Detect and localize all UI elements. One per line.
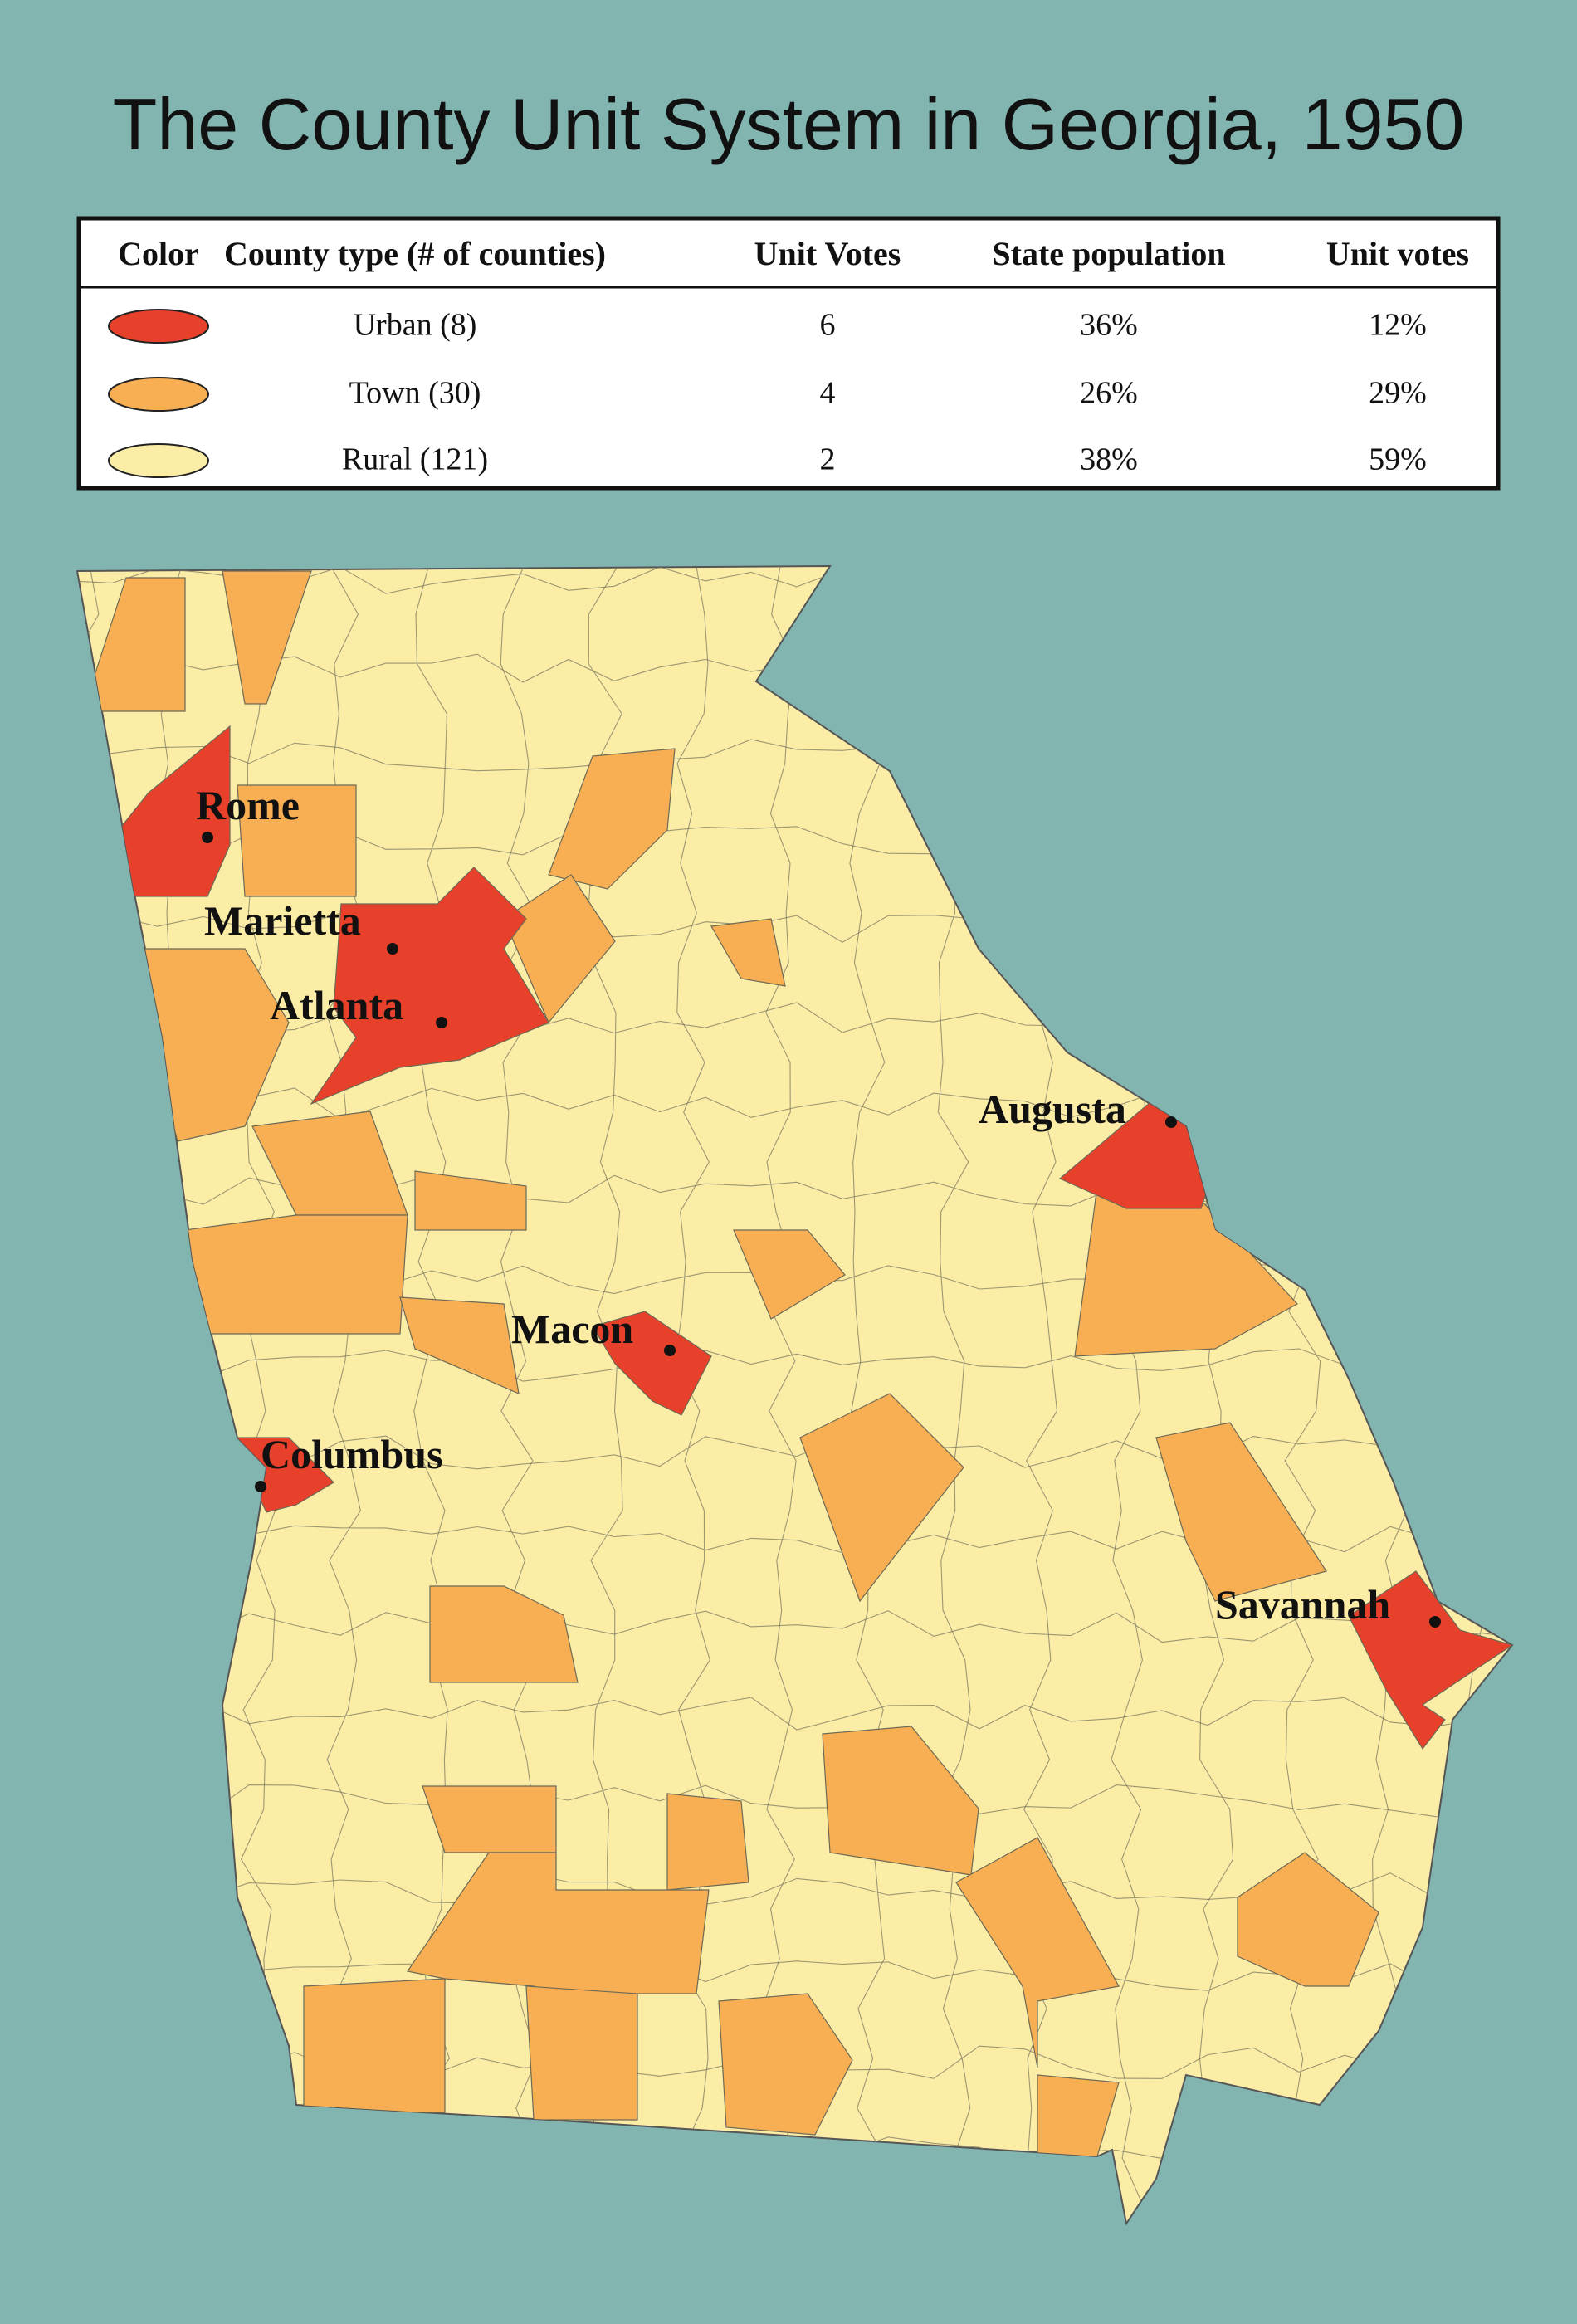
county-line [77, 2219, 1512, 2224]
county-line [77, 1697, 1512, 1731]
town-county [222, 570, 312, 705]
table-header: County type (# of counties) [224, 235, 606, 272]
city-dot [664, 1345, 676, 1356]
city-dot [387, 943, 398, 954]
city-labels: Rome Marietta Atlanta Augusta Macon Colu… [196, 782, 1390, 1628]
table-border [76, 216, 1501, 491]
city-label: Savannah [1215, 1581, 1390, 1628]
town-county [303, 1978, 446, 2113]
county-line [413, 566, 451, 2209]
town-county [399, 1296, 520, 1394]
county-line [77, 566, 100, 2209]
legend-table: Color County type (# of counties) Unit Vot… [76, 216, 1501, 491]
county-line [77, 1609, 1512, 1643]
table-cell: 36% [1080, 308, 1138, 343]
county-line [1458, 566, 1496, 2209]
urban-county [310, 867, 549, 1106]
county-line [77, 2132, 1512, 2164]
table-header: Color [118, 235, 199, 272]
table-cell: Town (30) [349, 376, 481, 411]
town-county [406, 1852, 710, 1994]
town-county [1037, 2074, 1120, 2157]
city-dot [255, 1481, 266, 1492]
town-county [733, 1229, 846, 1320]
town-county [503, 874, 616, 1024]
town-county [822, 1726, 979, 1876]
city-dot [436, 1017, 447, 1028]
county-line [761, 566, 797, 2209]
town-county [414, 1170, 527, 1231]
table-cell: 6 [820, 308, 836, 343]
city-label: Columbus [261, 1431, 443, 1477]
town-county [1155, 1422, 1327, 1602]
urban-county [592, 1311, 712, 1416]
county-line [849, 566, 886, 2209]
table-cell: 29% [1369, 376, 1427, 411]
city-markers [202, 832, 1441, 1628]
county-line [77, 1435, 1512, 1470]
town-county [82, 577, 186, 712]
county-line [77, 1784, 1512, 1819]
color-swatch [108, 443, 209, 478]
city-label: Rome [196, 782, 300, 828]
city-dot [1165, 1116, 1177, 1128]
city-label: Macon [511, 1306, 633, 1352]
town-county [718, 1993, 853, 2136]
town-county [548, 748, 676, 890]
town-county [237, 784, 357, 897]
table-cell: 2 [820, 442, 836, 477]
table-cell: 12% [1369, 308, 1427, 343]
town-county [1237, 1852, 1379, 1987]
table-header: Unit Votes [754, 235, 901, 272]
color-swatch [108, 309, 209, 344]
town-county [429, 1585, 579, 1683]
town-county [955, 1837, 1120, 2068]
town-county [184, 1214, 408, 1335]
table-cell: 4 [820, 376, 836, 411]
town-county [799, 1393, 964, 1603]
table-cell: 59% [1369, 442, 1427, 477]
city-label: Marietta [204, 897, 361, 944]
city-dot [1429, 1616, 1441, 1628]
table-cell: Rural (121) [342, 442, 488, 477]
town-county [422, 1785, 557, 1853]
table-header: Unit votes [1326, 235, 1469, 272]
map: Rome Marietta Atlanta Augusta Macon Colu… [76, 564, 1514, 2226]
town-county [710, 918, 786, 987]
town-county [666, 1793, 749, 1891]
table-header: State population [992, 235, 1225, 272]
city-dot [202, 832, 213, 843]
table-cell: 26% [1080, 376, 1138, 411]
city-label: Atlanta [270, 982, 403, 1028]
city-label: Augusta [979, 1086, 1126, 1132]
table-cell: Urban (8) [354, 308, 477, 343]
town-county [525, 1985, 638, 2121]
title: The County Unit System in Georgia, 1950 [113, 83, 1465, 165]
county-line [77, 1348, 1512, 1382]
table-cell: 38% [1080, 442, 1138, 477]
color-swatch [108, 377, 209, 412]
